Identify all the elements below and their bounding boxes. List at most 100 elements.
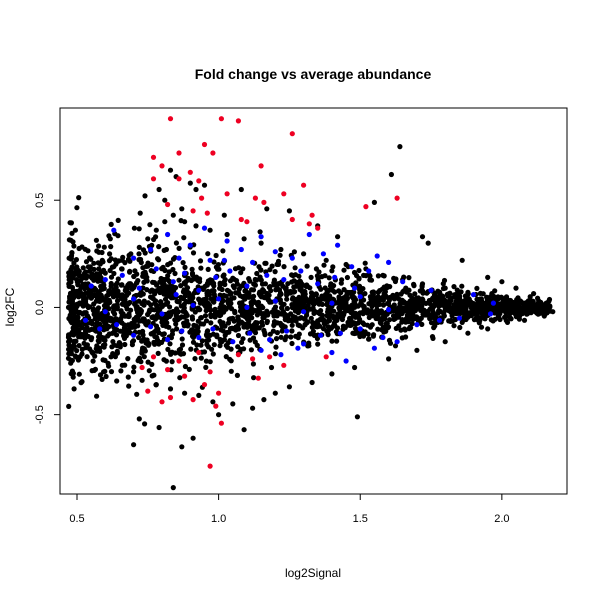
data-point xyxy=(71,339,77,346)
data-point xyxy=(514,308,520,315)
data-point xyxy=(347,315,353,321)
data-point xyxy=(99,249,105,256)
data-point xyxy=(334,338,340,344)
data-point xyxy=(176,245,182,251)
data-point xyxy=(304,263,310,269)
data-point xyxy=(153,323,160,329)
data-point xyxy=(175,317,181,323)
data-point-blue xyxy=(318,332,324,338)
data-point xyxy=(393,276,399,282)
data-point xyxy=(240,307,246,313)
data-point-red xyxy=(139,364,145,371)
data-point xyxy=(129,339,136,345)
data-point xyxy=(330,313,336,319)
data-point xyxy=(66,270,72,276)
data-point xyxy=(124,306,130,312)
data-point xyxy=(247,322,253,328)
data-point xyxy=(297,323,303,329)
data-point-blue xyxy=(374,253,380,259)
data-point xyxy=(66,333,72,339)
data-point xyxy=(478,324,485,330)
data-point xyxy=(235,290,241,296)
data-point xyxy=(375,273,381,279)
data-point-blue xyxy=(213,274,219,280)
data-point xyxy=(72,227,78,233)
data-point-blue xyxy=(88,283,94,289)
data-point xyxy=(194,342,200,348)
data-point xyxy=(453,291,459,297)
data-point-blue xyxy=(298,268,304,274)
data-point xyxy=(182,264,188,270)
data-point xyxy=(441,277,448,284)
data-point-black xyxy=(309,379,315,386)
data-point xyxy=(173,285,179,291)
data-point xyxy=(250,361,256,367)
data-point xyxy=(179,336,185,342)
data-point xyxy=(284,296,290,302)
data-point xyxy=(319,312,325,318)
data-point xyxy=(238,301,244,307)
data-point xyxy=(155,350,161,356)
data-point xyxy=(368,308,374,314)
data-point xyxy=(198,315,204,321)
data-point xyxy=(73,265,79,271)
data-point xyxy=(210,331,216,337)
data-point xyxy=(344,289,350,295)
data-point xyxy=(170,256,177,262)
data-point xyxy=(436,299,442,305)
data-point-black xyxy=(167,167,174,173)
data-point xyxy=(375,311,381,317)
data-point xyxy=(114,293,120,299)
data-point-blue xyxy=(182,270,188,276)
data-point xyxy=(289,272,295,278)
data-point-black xyxy=(201,182,208,188)
data-point xyxy=(400,289,406,295)
data-point xyxy=(199,338,205,344)
data-point xyxy=(198,321,204,327)
data-point-blue xyxy=(470,292,477,298)
data-point-black xyxy=(153,227,159,233)
x-axis-label: log2Signal xyxy=(285,566,341,580)
data-point xyxy=(355,311,361,317)
data-point xyxy=(190,276,196,282)
data-point-black xyxy=(238,186,244,193)
data-point xyxy=(118,308,124,314)
data-point xyxy=(328,325,334,331)
data-point-black xyxy=(352,364,358,371)
data-point xyxy=(410,303,417,309)
data-point xyxy=(125,374,131,380)
data-point xyxy=(87,304,93,310)
data-point xyxy=(336,288,342,294)
data-point xyxy=(147,222,153,228)
y-axis: -0.5 0.0 0.5 xyxy=(34,193,61,424)
data-point xyxy=(161,291,167,297)
data-point-black xyxy=(550,309,556,315)
data-point-blue xyxy=(196,334,202,341)
data-point xyxy=(144,274,150,280)
data-point-red xyxy=(235,352,241,358)
data-point-blue xyxy=(357,326,363,332)
data-point xyxy=(131,273,137,279)
data-point-black xyxy=(527,294,533,300)
data-point xyxy=(501,303,507,309)
data-point xyxy=(180,260,186,266)
data-point xyxy=(304,312,310,318)
data-point-red xyxy=(238,216,244,223)
data-point-blue xyxy=(490,300,496,306)
data-point-blue xyxy=(111,227,117,233)
data-point-red xyxy=(244,219,250,225)
data-point xyxy=(141,279,147,285)
data-point-blue xyxy=(386,259,392,265)
data-point-black xyxy=(71,315,77,321)
data-point xyxy=(223,354,229,360)
data-point xyxy=(146,368,152,374)
x-tick-label: 0.5 xyxy=(69,513,84,525)
data-point-black xyxy=(541,313,547,319)
data-point-blue xyxy=(352,285,358,291)
data-point xyxy=(444,307,450,313)
data-point xyxy=(107,236,113,242)
data-point xyxy=(69,230,75,236)
data-point-black xyxy=(272,390,278,396)
data-point xyxy=(281,264,287,270)
data-point xyxy=(539,305,545,311)
